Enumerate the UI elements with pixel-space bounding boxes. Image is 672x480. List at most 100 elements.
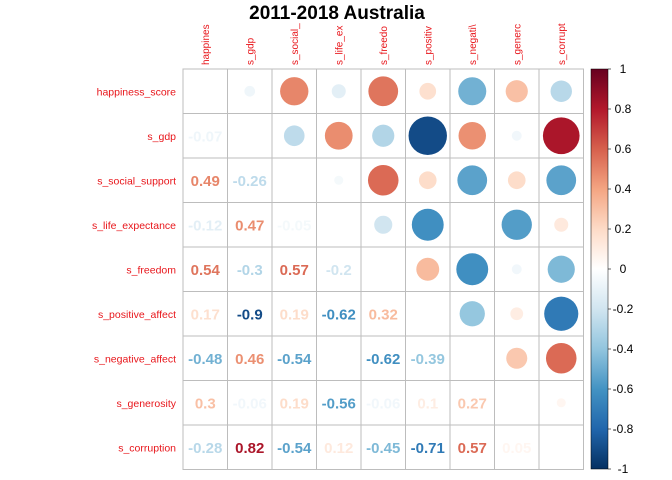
- matrix-cell: [227, 335, 273, 381]
- colorbar: 1 0.8 0.6 0.4 0.2 0 -0.2 -0.4 -0.6 -0.8 -1: [590, 62, 634, 476]
- correlation-value: 0.05: [502, 440, 531, 457]
- colorbar-tick-label: -0.2: [613, 302, 634, 316]
- row-labels: happiness_score s_gdp s_social_support s_li…: [92, 86, 177, 454]
- colorbar-tick-label: 0.4: [615, 182, 632, 196]
- correlation-circle: [457, 165, 488, 196]
- correlation-value: -0.54: [277, 351, 312, 368]
- correlation-circle: [546, 165, 577, 196]
- correlation-value: 0.46: [235, 351, 264, 368]
- matrix-cell: [271, 202, 317, 248]
- row-label: s_generosity: [116, 398, 176, 410]
- matrix-cell: [271, 157, 317, 203]
- row-label: s_negative_affect: [94, 353, 176, 365]
- column-labels: happines s_gdp s_social_ s_life_ex s_freedo s…: [201, 23, 568, 65]
- correlation-circle: [544, 296, 579, 331]
- matrix-cell: [538, 424, 584, 470]
- row-label: s_life_expectance: [92, 220, 176, 232]
- matrix-cell: [360, 291, 406, 337]
- row-label: s_freedom: [126, 264, 176, 276]
- correlation-value: -0.62: [366, 351, 400, 368]
- correlation-circle: [458, 122, 486, 150]
- colorbar-tick-label: -0.6: [613, 382, 634, 396]
- colorbar-tick-label: 1: [620, 62, 627, 76]
- matrix-cell: [182, 335, 228, 381]
- correlation-circle: [505, 80, 528, 103]
- matrix-cell: [405, 335, 451, 381]
- correlation-circle: [506, 347, 528, 369]
- correlation-value: -0.48: [188, 351, 222, 368]
- correlation-value: -0.2: [326, 262, 352, 279]
- correlation-circle: [372, 124, 395, 147]
- correlation-value: -0.05: [277, 217, 311, 234]
- colorbar-tick-label: -0.4: [613, 342, 634, 356]
- matrix-cell: [227, 291, 273, 337]
- correlation-value: 0.19: [280, 395, 309, 412]
- matrix-cell: [494, 424, 540, 470]
- matrix-cell: [494, 380, 540, 426]
- matrix-cell: [227, 424, 273, 470]
- correlation-circle: [244, 85, 256, 97]
- correlation-circle: [334, 175, 344, 185]
- correlation-value: 0.82: [235, 440, 264, 457]
- correlation-circle: [418, 171, 437, 190]
- correlation-value: 0.17: [191, 306, 220, 323]
- correlation-circle: [511, 130, 522, 141]
- column-label: s_life_ex: [334, 26, 345, 65]
- matrix-cell: [449, 113, 495, 159]
- correlation-circle: [507, 171, 526, 190]
- correlation-value: -0.12: [188, 217, 222, 234]
- correlation-circle: [511, 264, 522, 275]
- correlation-circle: [374, 215, 393, 234]
- correlation-value: 0.27: [458, 395, 487, 412]
- correlation-value: -0.9: [237, 306, 263, 323]
- colorbar-tick-label: 0.6: [615, 142, 632, 156]
- correlation-circle: [280, 77, 309, 106]
- correlation-circle: [411, 208, 444, 241]
- correlation-value: -0.62: [322, 306, 356, 323]
- correlation-circle: [550, 80, 572, 102]
- matrix-cell: [227, 113, 273, 159]
- correlation-circle: [368, 76, 399, 107]
- correlation-circle: [459, 301, 485, 327]
- correlation-circle: [456, 253, 489, 286]
- matrix-cell: [271, 380, 317, 426]
- correlation-circle: [458, 77, 487, 106]
- colorbar-tick-label: 0: [620, 262, 627, 276]
- correlation-circle: [556, 398, 566, 408]
- colorbar-tick-label: -0.8: [613, 422, 634, 436]
- correlation-value: -0.07: [188, 128, 222, 145]
- matrix-cells: -0.07 0.49 -0.26 -0.12 0.47 -0.05 0.54 -0.3 0.57…: [182, 68, 584, 470]
- colorbar-gradient: [590, 68, 609, 470]
- correlation-value: 0.12: [324, 440, 353, 457]
- correlation-value: 0.57: [458, 440, 487, 457]
- correlation-value: -0.28: [188, 440, 222, 457]
- correlation-value: 0.1: [417, 395, 438, 412]
- correlation-value: 0.3: [195, 395, 216, 412]
- row-label: happiness_score: [97, 86, 177, 98]
- correlation-value: 0.47: [235, 217, 264, 234]
- matrix-cell: [494, 246, 540, 292]
- correlation-value: -0.54: [277, 440, 312, 457]
- correlation-circle: [367, 164, 399, 196]
- matrix-cell: [182, 68, 228, 114]
- correlation-circle: [416, 257, 440, 281]
- matrix-cell: [316, 202, 362, 248]
- matrix-cell: [316, 424, 362, 470]
- row-label: s_corruption: [118, 442, 176, 454]
- column-label: s_negati\: [468, 24, 479, 65]
- correlation-value: 0.49: [191, 173, 220, 190]
- matrix-cell: [182, 157, 228, 203]
- matrix-cell: [271, 335, 317, 381]
- row-label: s_social_support: [97, 175, 176, 187]
- column-label: s_freedo: [379, 26, 390, 65]
- correlation-circle: [545, 342, 577, 374]
- matrix-cell: [538, 68, 584, 114]
- matrix-cell: [360, 380, 406, 426]
- column-label: s_social_: [290, 23, 301, 65]
- correlation-circle: [283, 125, 305, 147]
- correlation-circle: [547, 255, 575, 283]
- matrix-cell: [316, 246, 362, 292]
- correlation-value: -0.56: [322, 395, 356, 412]
- column-label: s_positiv: [423, 26, 434, 65]
